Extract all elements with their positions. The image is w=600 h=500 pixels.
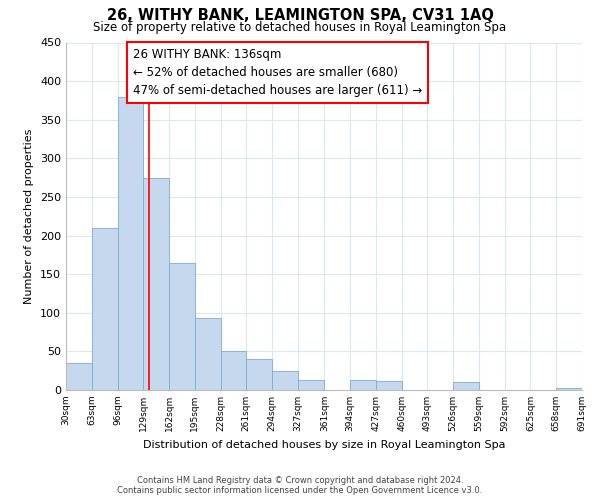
- Bar: [247, 359, 272, 390]
- Bar: [195, 318, 221, 390]
- Bar: [376, 380, 401, 390]
- Bar: [92, 228, 118, 390]
- Bar: [453, 382, 479, 390]
- Bar: [66, 363, 92, 390]
- Bar: [118, 96, 143, 390]
- Y-axis label: Number of detached properties: Number of detached properties: [25, 128, 34, 304]
- Text: 26 WITHY BANK: 136sqm
← 52% of detached houses are smaller (680)
47% of semi-det: 26 WITHY BANK: 136sqm ← 52% of detached …: [133, 48, 422, 96]
- Text: 26, WITHY BANK, LEAMINGTON SPA, CV31 1AQ: 26, WITHY BANK, LEAMINGTON SPA, CV31 1AQ: [107, 8, 493, 22]
- Text: Contains HM Land Registry data © Crown copyright and database right 2024.
Contai: Contains HM Land Registry data © Crown c…: [118, 476, 482, 495]
- Bar: [556, 388, 582, 390]
- X-axis label: Distribution of detached houses by size in Royal Leamington Spa: Distribution of detached houses by size …: [143, 440, 505, 450]
- Bar: [272, 372, 298, 390]
- Text: Size of property relative to detached houses in Royal Leamington Spa: Size of property relative to detached ho…: [94, 21, 506, 34]
- Bar: [221, 350, 247, 390]
- Bar: [143, 178, 169, 390]
- Bar: [350, 380, 376, 390]
- Bar: [298, 380, 325, 390]
- Bar: [169, 262, 195, 390]
